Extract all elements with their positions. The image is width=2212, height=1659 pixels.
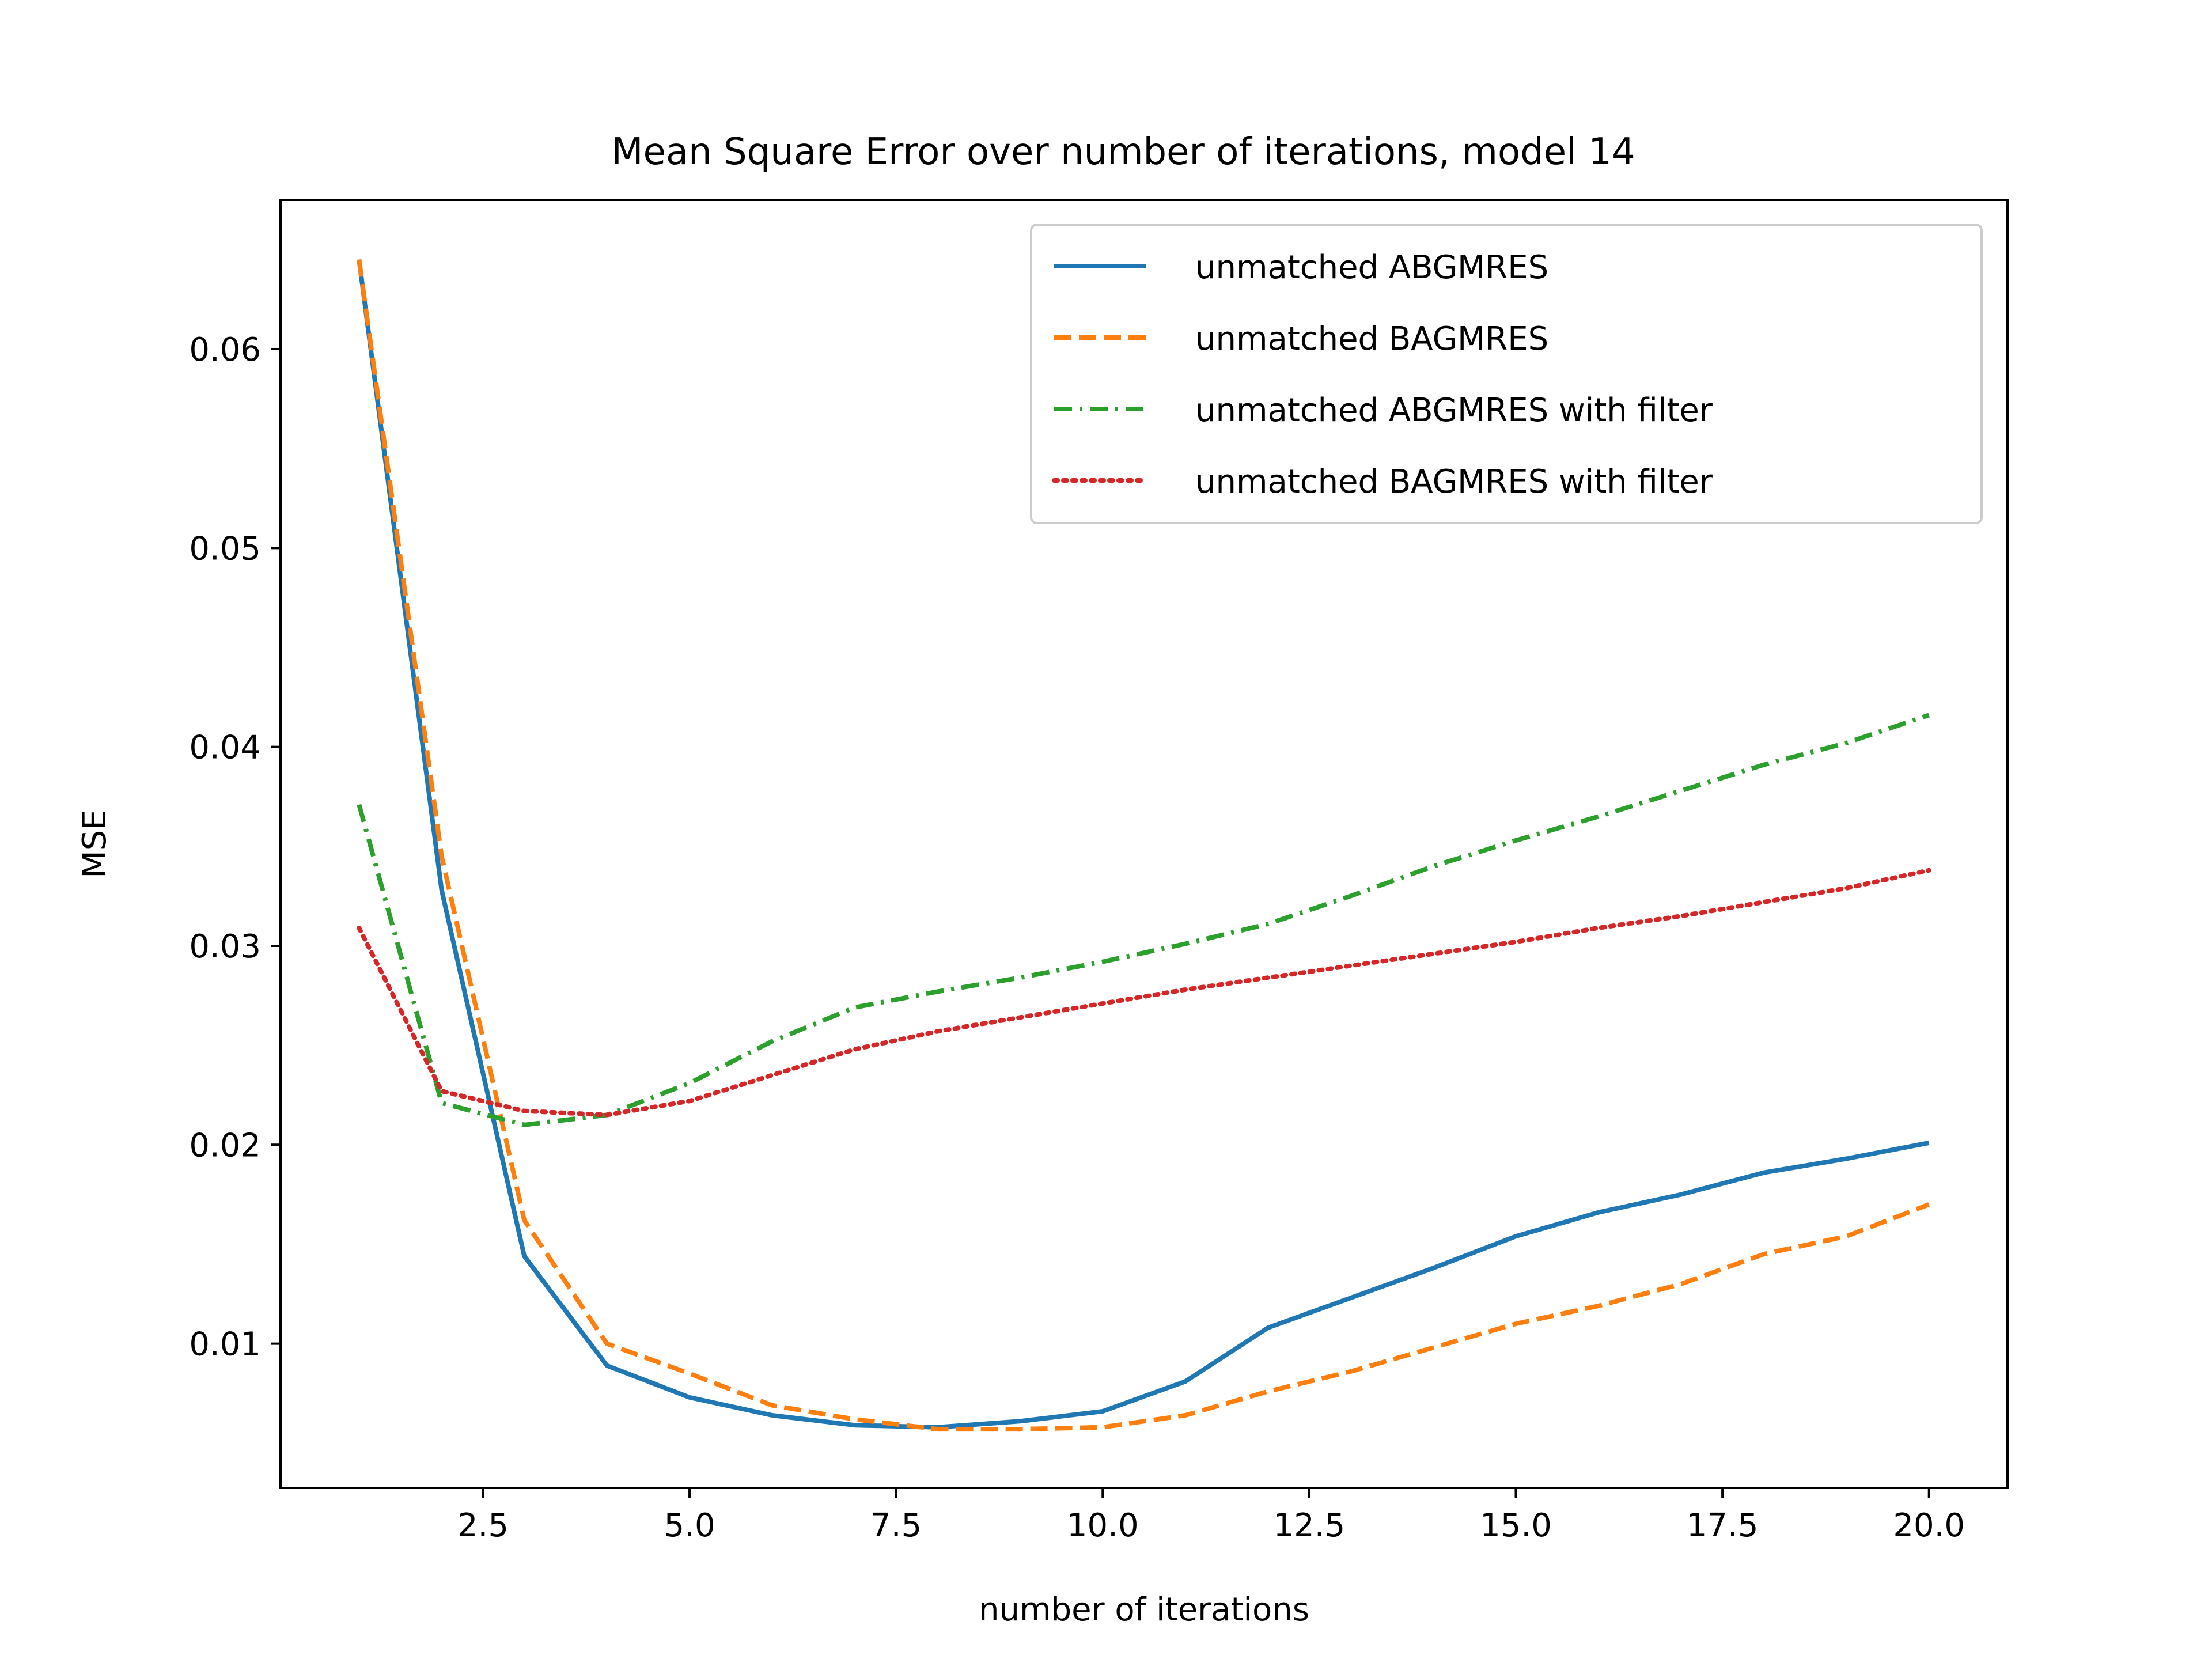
legend-label-2: unmatched BAGMRES: [1195, 320, 1548, 358]
plot-area: [357, 259, 1931, 1432]
y-tick-label: 0.06: [189, 331, 261, 369]
y-axis: 0.01 0.02 0.03 0.04 0.05 0.06: [189, 331, 281, 1363]
plot-frame: [279, 199, 2009, 1489]
x-tick-label: 2.5: [457, 1507, 509, 1544]
y-tick-label: 0.05: [189, 530, 261, 567]
y-tick-label: 0.02: [189, 1127, 261, 1164]
x-tick-label: 10.0: [1067, 1507, 1139, 1544]
x-tick-label: 7.5: [870, 1507, 922, 1544]
y-axis-label: MSE: [76, 809, 113, 878]
x-axis-label: number of iterations: [979, 1591, 1309, 1628]
series-line-3: [357, 713, 1930, 1127]
y-tick-label: 0.03: [189, 928, 261, 965]
legend: unmatched ABGMRES unmatched BAGMRES unmatc…: [1030, 224, 1983, 524]
x-tick-label: 5.0: [664, 1507, 715, 1544]
legend-label-1: unmatched ABGMRES: [1195, 249, 1548, 286]
series-line-2: [357, 259, 1930, 1432]
series-line-4: [357, 868, 1931, 1118]
legend-label-4: unmatched BAGMRES with filter: [1195, 463, 1713, 501]
chart-title: Mean Square Error over number of iterati…: [611, 131, 1635, 173]
x-tick-label: 12.5: [1274, 1507, 1346, 1544]
y-tick-label: 0.04: [189, 729, 261, 767]
x-axis: 2.5 5.0 7.5 10.0 12.5 15.0 17.5 20.0: [457, 1488, 1965, 1544]
x-tick-label: 15.0: [1480, 1507, 1552, 1544]
legend-label-3: unmatched ABGMRES with filter: [1195, 392, 1713, 429]
series-line-1: [357, 259, 1930, 1430]
y-tick-label: 0.01: [189, 1326, 261, 1363]
x-tick-label: 20.0: [1893, 1507, 1965, 1544]
legend-box: [1030, 224, 1983, 524]
x-tick-label: 17.5: [1687, 1507, 1759, 1544]
